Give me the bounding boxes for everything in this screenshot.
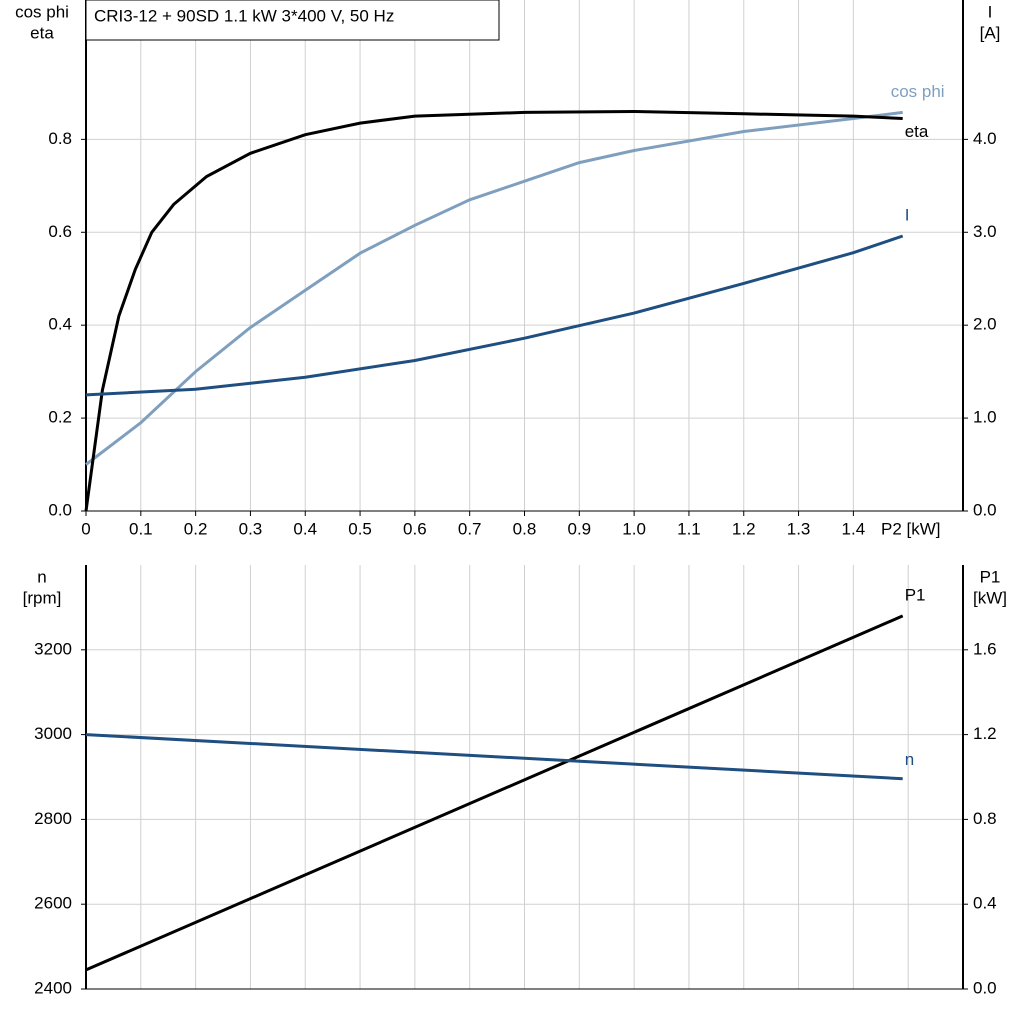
y-tick-label: 3200 [34, 639, 72, 658]
y-axis-label: eta [30, 23, 54, 42]
series-label: n [905, 750, 914, 769]
x-tick-label: 0.6 [403, 519, 427, 538]
y-tick-label: 0.8 [48, 129, 72, 148]
series-line [85, 614, 904, 972]
series-line [85, 733, 903, 781]
y-tick-label: 2600 [34, 894, 72, 913]
y-tick-label: 0.4 [48, 315, 72, 334]
y2-axis-label: I [988, 2, 993, 21]
x-tick-label: 0.8 [513, 519, 537, 538]
series-label: P1 [905, 585, 926, 604]
y2-tick-label: 2.0 [973, 315, 997, 334]
series-line [85, 234, 904, 397]
y2-axis-label: P1 [980, 567, 1001, 586]
y-axis-label: [rpm] [23, 588, 62, 607]
y2-tick-label: 0.0 [973, 978, 997, 997]
x-tick-label: 0.2 [184, 519, 208, 538]
x-tick-label: 0.3 [239, 519, 263, 538]
x-tick-label: 1.0 [622, 519, 646, 538]
y2-tick-label: 0.4 [973, 894, 997, 913]
series-label: cos phi [891, 82, 945, 101]
y2-tick-label: 1.6 [973, 639, 997, 658]
y-tick-label: 0.6 [48, 222, 72, 241]
x-axis-label: P2 [kW] [881, 519, 941, 538]
x-tick-label: 0.5 [348, 519, 372, 538]
title-box [85, 0, 500, 41]
x-tick-label: 0.7 [458, 519, 482, 538]
x-tick-label: 0.4 [293, 519, 317, 538]
series-line [85, 110, 903, 466]
y2-tick-label: 0.8 [973, 809, 997, 828]
x-tick-label: 0 [81, 519, 90, 538]
series-label: eta [905, 122, 929, 141]
x-tick-label: 0.9 [567, 519, 591, 538]
y-tick-label: 2400 [34, 978, 72, 997]
x-tick-label: 1.4 [842, 519, 866, 538]
y2-tick-label: 1.2 [973, 724, 997, 743]
y2-axis-label: [kW] [973, 588, 1007, 607]
y2-axis-label: [A] [980, 23, 1001, 42]
series-line [84, 109, 903, 512]
x-tick-label: 1.1 [677, 519, 701, 538]
y2-tick-label: 1.0 [973, 408, 997, 427]
y2-tick-label: 0.0 [973, 500, 997, 519]
y-tick-label: 3000 [34, 724, 72, 743]
x-tick-label: 1.2 [732, 519, 756, 538]
y2-tick-label: 3.0 [973, 222, 997, 241]
x-tick-label: 0.1 [129, 519, 153, 538]
y-axis-label: cos phi [15, 2, 69, 21]
y-axis-label: n [37, 567, 46, 586]
y-tick-label: 0.2 [48, 408, 72, 427]
y-tick-label: 0.0 [48, 500, 72, 519]
y2-tick-label: 4.0 [973, 129, 997, 148]
y-tick-label: 2800 [34, 809, 72, 828]
x-tick-label: 1.3 [787, 519, 811, 538]
series-label: I [905, 205, 910, 224]
chart-title: CRI3-12 + 90SD 1.1 kW 3*400 V, 50 Hz [94, 6, 394, 25]
